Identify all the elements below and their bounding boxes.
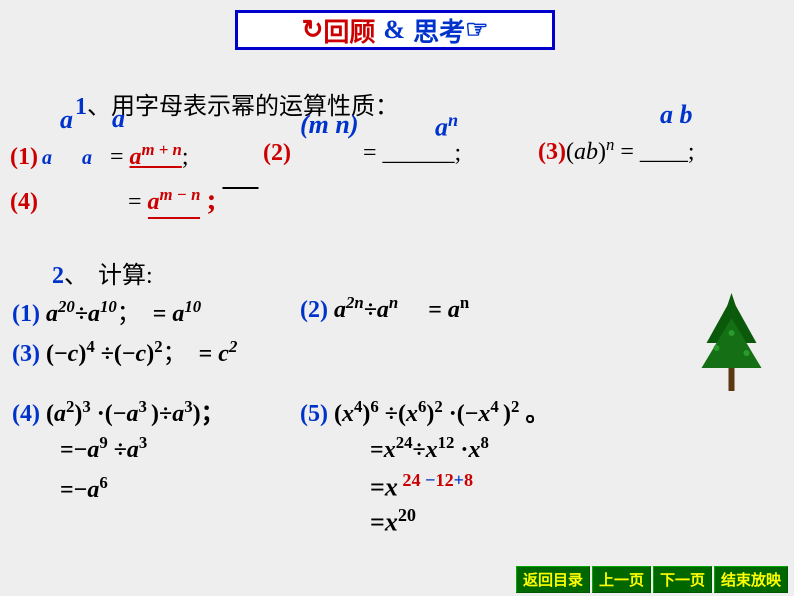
p2-label: (2) [300,297,328,323]
p2-answer: an [448,297,469,323]
p3-label: (3) [12,341,40,367]
ghost-ab: a b [660,100,693,130]
p1: (1) a20÷a10； = a10 [12,293,201,328]
p2: (2) a2n÷an = an [300,293,469,324]
nav-next-button[interactable]: 下一页 [653,566,712,593]
title-review-think: ↻ 回顾 & 思考 ☞ [235,10,555,50]
title-left: 回顾 [323,12,375,49]
p4: (4) (a2)3 ·(−a3 )÷a3)； [12,393,225,428]
q4-label: (4) [10,189,38,215]
p5-label: (5) [300,401,328,427]
nav-buttons: 返回目录 上一页 下一页 结束放映 [516,566,788,593]
nav-end-button[interactable]: 结束放映 [714,566,788,593]
p5: (5) (x4)6 ÷(x6)2 ·(−x4 )2 。 [300,393,549,428]
nav-prev-button[interactable]: 上一页 [592,566,651,593]
section2-heading: 2、 计算: [52,255,153,290]
ghost-a2: a [112,104,125,134]
p4-step1: =−a9 ÷a3 [60,433,147,464]
hand-icon: ☞ [465,15,488,45]
q2: (2) = ______; [263,140,461,167]
p5-step2: =x 24 −12+8 [370,470,473,503]
q1-label: (1) [10,144,38,170]
ghost-a1: a [60,105,73,135]
ghost-an: an [435,110,458,143]
q3-label: (3) [538,139,566,165]
q3: (3)(ab)n = ____; [538,135,695,166]
ghost-mn: (m n) [300,110,359,140]
q1-answer: am + n [130,144,182,170]
p3-answer: c2 [218,341,237,367]
refresh-icon: ↻ [302,15,324,45]
p4-step2: =−a6 [60,473,108,504]
p5-step1: =x24÷x12 ·x8 [370,433,489,464]
title-amp: & [383,15,405,45]
q4: (4) = am − n ; [10,183,258,217]
title-right: 思考 [413,12,465,49]
q2-label: (2) [263,140,291,166]
p4-label: (4) [12,401,40,427]
tree-icon [689,293,774,393]
p1-answer: a10 [172,301,201,327]
nav-return-button[interactable]: 返回目录 [516,566,590,593]
section2-num: 2 [52,263,64,289]
p3: (3) (−c)4 ÷(−c)2； = c2 [12,333,237,368]
section1-num: 1 [75,94,87,120]
p1-label: (1) [12,301,40,327]
q1: (1) a a = am + n; [10,140,189,171]
q4-answer: am − n [148,189,201,219]
p5-step3: =x20 [370,505,416,538]
